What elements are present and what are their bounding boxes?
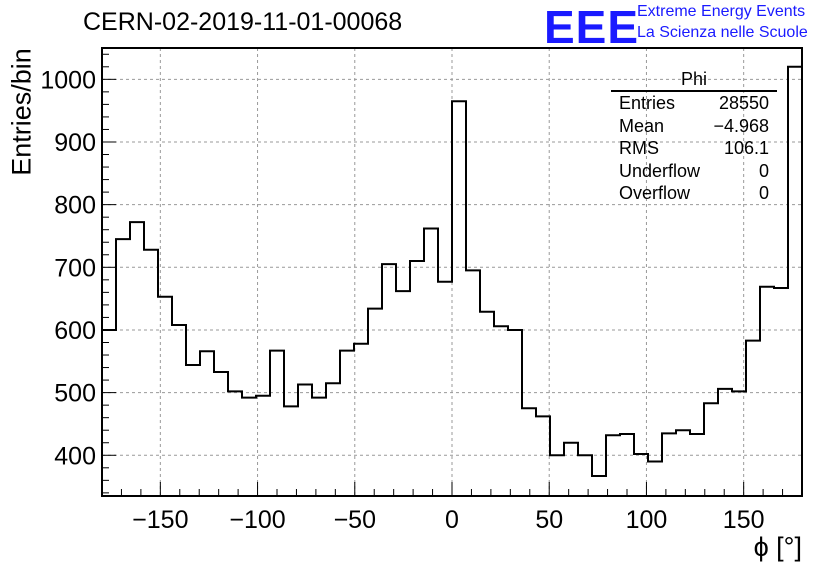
stats-value: 0 [758,183,769,203]
histogram-bin [242,398,256,496]
y-tick-label: 700 [54,254,96,282]
histogram-bin [578,455,592,496]
stats-label: Overflow [619,183,691,203]
histogram-bin [774,288,788,496]
stats-label: Mean [619,115,665,136]
histogram-bin [368,309,382,496]
histogram-bin [158,297,172,496]
histogram-bin [326,383,340,496]
stats-label: Entries [619,93,676,113]
histogram-bin [340,351,354,496]
histogram-bin [116,239,130,496]
y-tick-label: 400 [54,442,96,470]
histogram-bin [172,325,186,496]
axis-tick-labels: −150 −100 −50 0 50 100 150 400 500 600 700 800 900 10… [40,66,764,534]
histogram-bin [634,454,648,496]
histogram-bin [410,261,424,496]
stats-label: RMS [619,138,659,158]
histogram-bin [494,326,508,496]
stats-row: Overflow 0 [611,182,777,205]
histogram-bin [718,389,732,496]
histogram-bin [788,67,802,496]
histogram-bin [480,312,494,496]
stats-row: Mean −4.968 [611,115,777,138]
histogram-bin [424,228,438,496]
histogram-bin [396,291,410,496]
stats-box: Phi Entries 28550 Mean −4.968 RMS 106.1 … [611,70,777,205]
histogram-bin [144,250,158,496]
histogram-bin [620,434,634,496]
histogram-outline [102,65,802,477]
logo-line-1: Extreme Energy Events [637,3,806,20]
histogram-bin [508,330,522,496]
x-tick-label: 0 [445,506,459,534]
x-tick-label: −100 [229,506,285,534]
histogram-bin [200,351,214,496]
histogram-bin [732,391,746,496]
histogram-bin [592,476,606,496]
stats-row: Entries 28550 [611,92,777,115]
chart-title: CERN-02-2019-11-01-00068 [83,8,403,36]
stats-row: RMS 106.1 [611,137,777,160]
histogram-bin [214,372,228,496]
histogram-bin [550,455,564,496]
x-tick-label: 50 [535,506,563,534]
x-tick-label: −50 [334,506,376,534]
histogram-bin [186,365,200,496]
histogram-bin [130,222,144,496]
x-tick-label: 150 [723,506,765,534]
axis-ticks [102,53,784,496]
y-tick-label: 600 [54,317,96,345]
histogram-bin [662,433,676,496]
histogram-bin [298,384,312,496]
x-tick-label: 100 [626,506,668,534]
histogram-bin [228,391,242,496]
stats-label: Underflow [619,160,701,181]
histogram-bin [606,435,620,496]
histogram-bin [382,264,396,496]
histogram-bin [648,462,662,496]
histogram-bin [256,396,270,496]
histogram-bin [452,101,466,496]
stats-value: 106.1 [723,138,769,158]
y-tick-label: 800 [54,192,96,220]
histogram-bin [690,434,704,496]
stats-value: 28550 [718,93,769,113]
stats-value: −4.968 [713,115,769,136]
stats-row: Underflow 0 [611,160,777,183]
histogram-bin [704,403,718,496]
histogram-bin [746,341,760,496]
y-tick-label: 1000 [40,66,96,94]
stats-value: 0 [758,160,769,181]
x-tick-label: −150 [132,506,188,534]
histogram-bin [760,287,774,496]
x-axis-label: ϕ [°] [753,532,802,562]
y-tick-label: 900 [54,129,96,157]
histogram-bin [522,408,536,496]
histogram-bin [676,430,690,496]
eee-logo: EEE [544,1,640,53]
y-axis-label: Entries/bin [6,48,37,176]
histogram-bin [354,344,368,496]
histogram-bin [284,406,298,496]
histogram-bin [312,398,326,496]
y-tick-label: 500 [54,380,96,408]
histogram-bin [466,270,480,496]
logo-line-2: La Scienza nelle Scuole [637,24,808,41]
histogram-bin [438,282,452,496]
histogram-bin [270,351,284,496]
stats-title: Phi [611,70,777,92]
histogram-bin [102,330,116,496]
histogram-bin [564,443,578,496]
histogram-bin [536,416,550,496]
